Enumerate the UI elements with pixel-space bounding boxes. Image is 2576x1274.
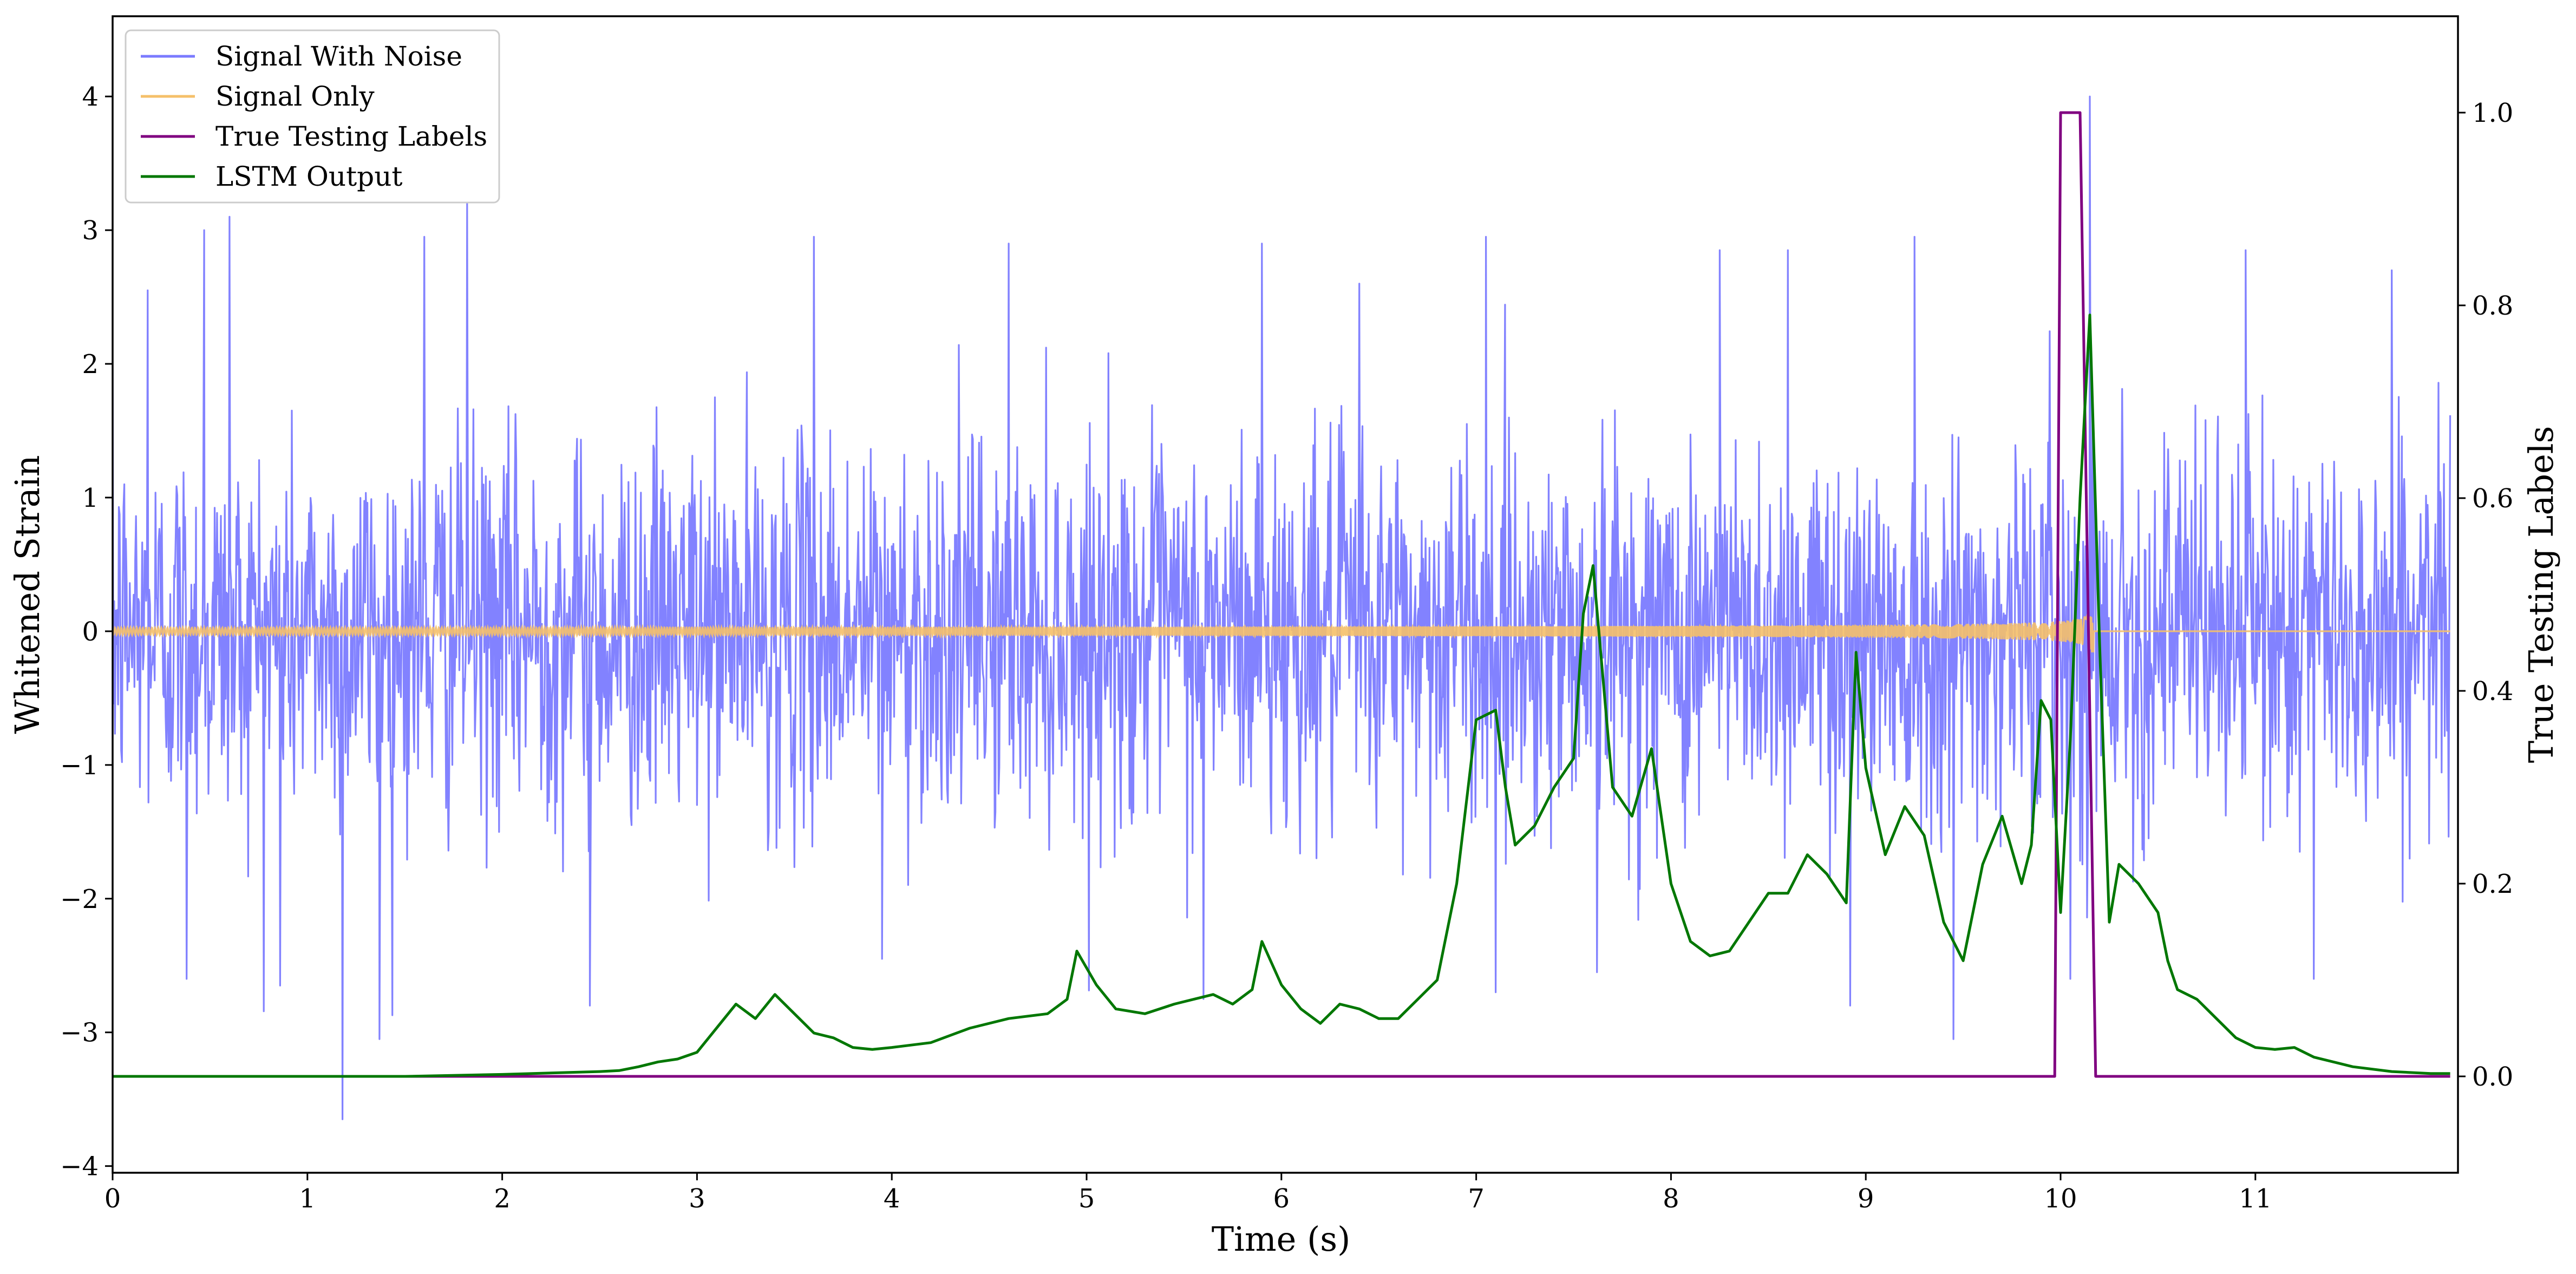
y2-tick-label: 1.0 [2472,98,2513,128]
y2-tick-label: 0.0 [2472,1062,2513,1092]
true-testing-labels-series [113,111,2450,1078]
x-tick-label: 1 [299,1184,316,1214]
y2-tick-label: 0.8 [2472,291,2513,321]
legend-label-lstm-output: LSTM Output [215,161,402,192]
x-tick-label: 4 [884,1184,900,1214]
true-testing-labels-line [113,111,2450,1078]
plot-area [113,95,2451,1120]
y-tick-label: 0 [82,617,99,647]
y-tick-label: −3 [60,1018,99,1048]
x-tick-label: 8 [1663,1184,1679,1214]
legend-label-signal-only: Signal Only [215,81,375,112]
x-tick-label: 2 [494,1184,511,1214]
y2-tick-label: 0.6 [2472,484,2513,514]
legend-box [125,29,500,204]
y-tick-label: 4 [82,82,99,112]
x-axis: 0 1 2 3 4 5 6 7 8 9 10 11 [104,1173,2272,1214]
x-tick-label: 3 [689,1184,705,1214]
y-tick-label: 1 [82,483,99,513]
lstm-output-line [113,313,2450,1078]
x-tick-label: 6 [1273,1184,1290,1214]
plot-frame [112,15,2459,1174]
x-tick-label: 5 [1078,1184,1095,1214]
x-tick-label: 7 [1468,1184,1485,1214]
x-tick-label: 10 [2044,1184,2077,1214]
x-tick-label: 11 [2239,1184,2272,1214]
signal-only-line [113,612,2450,652]
y-tick-label: −2 [60,884,99,914]
y-axis-right: 0.0 0.2 0.4 0.6 0.8 1.0 [2458,98,2513,1092]
y2-tick-label: 0.4 [2472,676,2513,707]
x-axis-label: Time (s) [1212,1219,1351,1259]
y2-tick-label: 0.2 [2472,869,2513,899]
y-tick-label: −4 [60,1152,99,1182]
signal-only-series [113,612,2450,652]
y-tick-label: −1 [60,750,99,781]
y-tick-label: 3 [82,215,99,246]
x-tick-label: 9 [1858,1184,1874,1214]
y2-axis-label: True Testing Labels [2521,426,2561,763]
signal-with-noise-series [113,95,2451,1120]
lstm-output-series [113,313,2450,1078]
y-tick-label: 2 [82,349,99,380]
x-tick-label: 0 [104,1184,121,1214]
legend-label-true-testing-labels: True Testing Labels [215,121,487,152]
legend-label-signal-with-noise: Signal With Noise [215,41,462,72]
y-axis-label: Whitened Strain [8,455,47,734]
signal-with-noise-line [113,95,2451,1120]
legend: Signal With Noise Signal Only True Testi… [125,29,500,204]
y-axis-left: −4 −3 −2 −1 0 1 2 3 4 [60,82,113,1182]
